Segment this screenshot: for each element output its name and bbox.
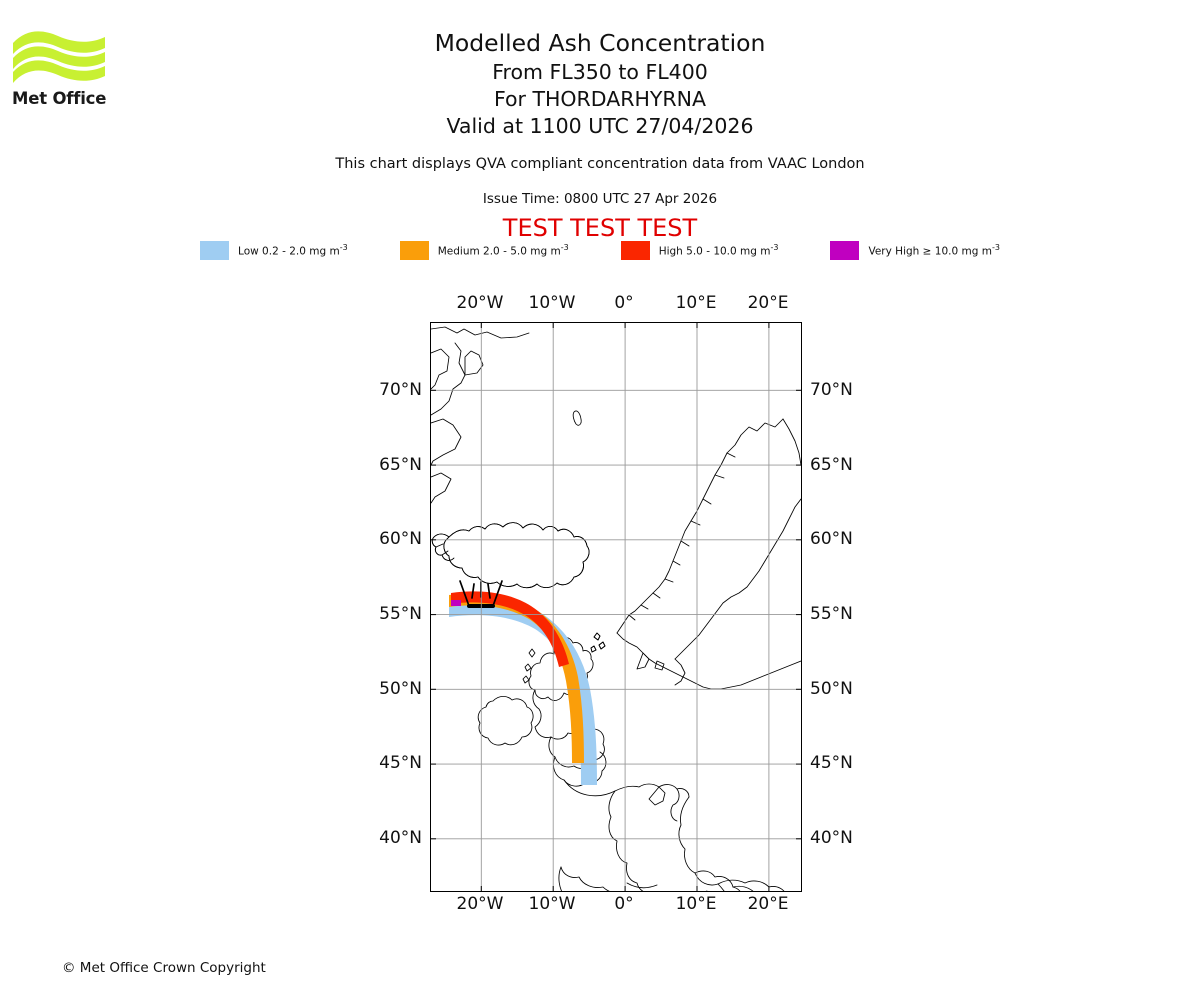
ash-plume-layer: [449, 591, 597, 785]
page-title: Modelled Ash Concentration: [434, 29, 766, 57]
legend-swatch-very-high: [830, 241, 860, 260]
lon-label-bottom-20w: 20°W: [456, 894, 504, 914]
copyright-footer: © Met Office Crown Copyright: [62, 960, 266, 976]
met-office-wordmark: Met Office: [12, 89, 107, 108]
valid-time-line: Valid at 1100 UTC 27/04/2026: [446, 114, 754, 138]
lat-label-right-55n: 55°N: [810, 604, 853, 624]
legend-swatch-medium: [399, 241, 429, 260]
lon-label-top-20w: 20°W: [456, 293, 504, 313]
lat-label-left-60n: 60°N: [379, 529, 422, 549]
legend-item-medium: Medium 2.0 - 5.0 mg m-3: [399, 241, 569, 260]
lat-label-right-40n: 40°N: [810, 828, 853, 848]
lat-label-left-45n: 45°N: [379, 753, 422, 773]
tick-marks-layer: [431, 323, 801, 891]
legend-item-very-high: Very High ≥ 10.0 mg m-3: [830, 241, 1000, 260]
legend-label-low: Low 0.2 - 2.0 mg m-3: [238, 243, 348, 258]
legend-swatch-high: [620, 241, 650, 260]
lat-label-right-70n: 70°N: [810, 380, 853, 400]
lat-label-left-40n: 40°N: [379, 828, 422, 848]
flight-level-line: From FL350 to FL400: [492, 60, 708, 84]
map-canvas: [431, 323, 801, 891]
graticule-layer: [431, 323, 801, 891]
map-frame: [430, 322, 802, 892]
test-banner: TEST TEST TEST: [502, 214, 698, 242]
issue-time: Issue Time: 0800 UTC 27 Apr 2026: [482, 191, 718, 207]
lat-label-left-70n: 70°N: [379, 380, 422, 400]
lon-label-top-0: 0°: [614, 293, 634, 313]
qva-note: This chart displays QVA compliant concen…: [335, 156, 865, 172]
lat-label-left-55n: 55°N: [379, 604, 422, 624]
chart-title-block: Modelled Ash Concentration From FL350 to…: [0, 28, 1200, 140]
lon-label-bottom-10e: 10°E: [675, 894, 717, 914]
lat-label-right-45n: 45°N: [810, 753, 853, 773]
met-office-waves-icon: [13, 31, 105, 83]
lon-label-top-10e: 10°E: [675, 293, 717, 313]
lat-label-left-65n: 65°N: [379, 455, 422, 475]
lon-label-top-10w: 10°W: [528, 293, 576, 313]
legend-label-medium: Medium 2.0 - 5.0 mg m-3: [437, 243, 569, 258]
legend-item-high: High 5.0 - 10.0 mg m-3: [620, 241, 779, 260]
plume-high: [451, 591, 569, 667]
lon-label-top-20e: 20°E: [747, 293, 789, 313]
legend-label-high: High 5.0 - 10.0 mg m-3: [658, 243, 779, 258]
legend-item-low: Low 0.2 - 2.0 mg m-3: [200, 241, 348, 260]
lon-label-bottom-10w: 10°W: [528, 894, 576, 914]
met-office-logo: Met Office: [12, 26, 112, 116]
lat-label-left-50n: 50°N: [379, 679, 422, 699]
lon-label-bottom-0: 0°: [614, 894, 634, 914]
lon-label-bottom-20e: 20°E: [747, 894, 789, 914]
legend-swatch-low: [200, 241, 230, 260]
coast-overlay-layer: [431, 522, 606, 653]
lat-label-right-50n: 50°N: [810, 679, 853, 699]
volcano-name-line: For THORDARHYRNA: [493, 87, 707, 111]
plume-very-high: [451, 600, 461, 606]
legend-label-very-high: Very High ≥ 10.0 mg m-3: [868, 243, 1000, 258]
ash-concentration-map: [430, 322, 802, 892]
lat-label-right-65n: 65°N: [810, 455, 853, 475]
lat-label-right-60n: 60°N: [810, 529, 853, 549]
concentration-legend: Low 0.2 - 2.0 mg m-3 Medium 2.0 - 5.0 mg…: [0, 241, 1200, 260]
